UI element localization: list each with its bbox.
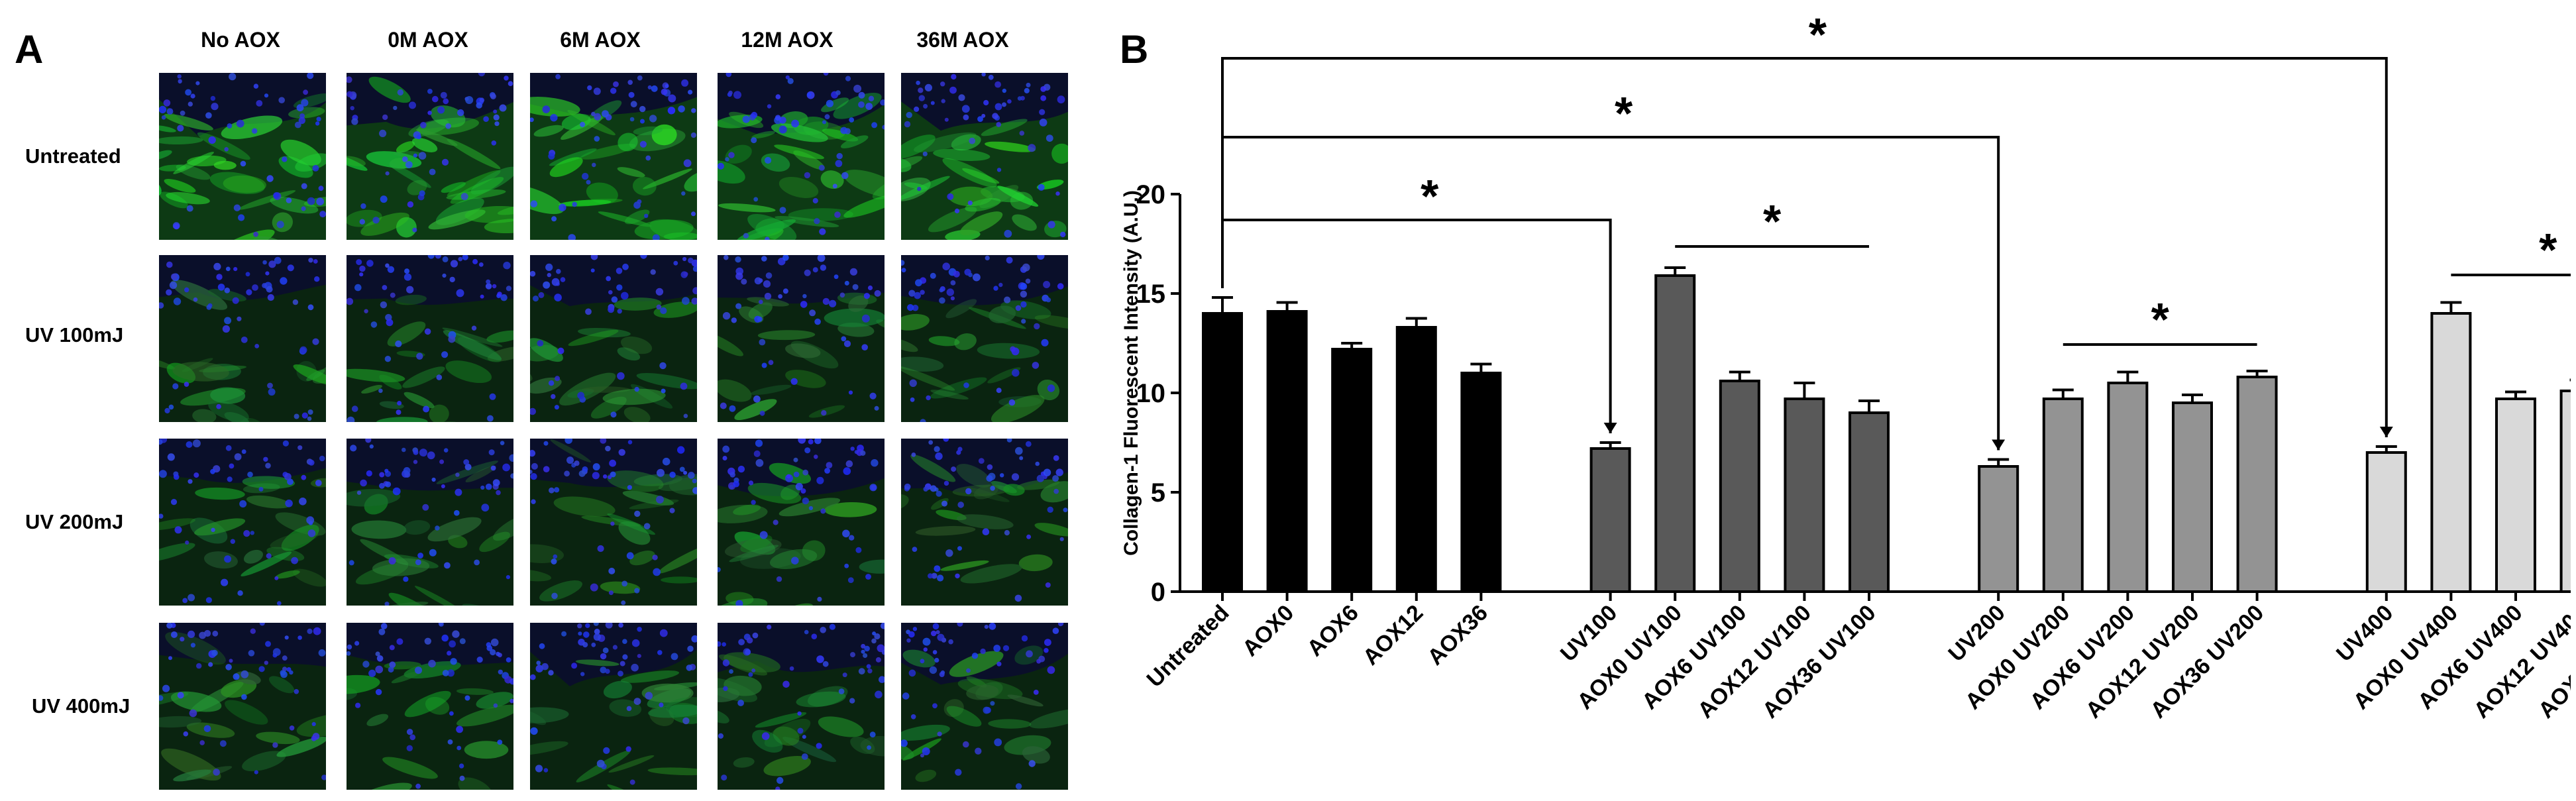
bar: [1719, 380, 1760, 593]
bar: [1849, 411, 1890, 593]
micrograph-image: [718, 73, 885, 240]
bar: [2042, 398, 2084, 593]
bar: [2365, 451, 2407, 593]
y-tick-label: 0: [1151, 578, 1165, 607]
panel-a-letter: A: [15, 27, 44, 72]
x-tick-label: AOX0: [1238, 600, 1299, 661]
micrograph-image: [901, 439, 1068, 606]
x-tick-label: AOX36 UV100: [1758, 600, 1881, 723]
bar: [1654, 274, 1696, 593]
significance-asterisk: *: [1615, 87, 1633, 139]
x-tick-label: AOX12 UV100: [1693, 600, 1816, 723]
micrograph-image: [159, 623, 326, 790]
micrograph-image: [347, 255, 513, 422]
y-tick-label: 15: [1136, 280, 1166, 309]
bracket-arrowhead: [1603, 423, 1617, 433]
micrograph-image: [530, 623, 697, 790]
column-label-no-aox: No AOX: [201, 28, 280, 52]
panel-b-letter: B: [1120, 27, 1149, 72]
bar: [1395, 326, 1437, 593]
bar: [1589, 447, 1631, 593]
micrograph-image: [901, 73, 1068, 240]
micrograph-image: [159, 439, 326, 606]
significance-asterisk: *: [2539, 224, 2557, 276]
bar: [2495, 398, 2536, 593]
bar: [1460, 372, 1502, 593]
micrograph-image: [718, 623, 885, 790]
bar: [1266, 310, 1308, 593]
bar: [1978, 465, 2019, 593]
row-label-uv-400mj: UV 400mJ: [32, 694, 131, 718]
bar: [2172, 401, 2213, 593]
row-label-uv-100mj: UV 100mJ: [25, 323, 124, 347]
micrograph-image: [718, 255, 885, 422]
bracket-arrowhead: [2379, 427, 2393, 437]
bar: [2559, 390, 2571, 593]
micrograph-image: [530, 73, 697, 240]
significance-asterisk: *: [1809, 9, 1827, 60]
row-label-uv-200mj: UV 200mJ: [25, 510, 124, 533]
y-tick-label: 10: [1136, 379, 1166, 408]
x-tick-label: Untreated: [1142, 600, 1234, 692]
y-tick-label: 5: [1151, 478, 1165, 507]
significance-asterisk: *: [2151, 294, 2170, 345]
column-label-12m-aox: 12M AOX: [741, 28, 833, 52]
column-label-0m-aox: 0M AOX: [388, 28, 468, 52]
x-tick-label: AOX12 UV200: [2081, 600, 2204, 723]
micrograph-image: [530, 255, 697, 422]
bracket-arrowhead: [1992, 439, 2006, 451]
significance-asterisk: *: [1763, 195, 1782, 247]
x-tick-label: AOX12: [1358, 600, 1428, 670]
micrograph-image: [347, 623, 513, 790]
bar: [1784, 398, 1825, 593]
micrograph-image: [901, 623, 1068, 790]
micrograph-image: [718, 439, 885, 606]
micrograph-image: [159, 73, 326, 240]
y-tick-label: 20: [1136, 180, 1166, 209]
micrograph-image: [530, 439, 697, 606]
y-axis-label: Collagen-1 Fluorescent Intensity (A.U.): [1120, 190, 1142, 556]
row-label-untreated: Untreated: [25, 144, 121, 168]
column-label-36m-aox: 36M AOX: [916, 28, 1009, 52]
column-label-6m-aox: 6M AOX: [560, 28, 641, 52]
x-tick-label: AOX36 UV200: [2145, 600, 2269, 723]
micrograph-image: [347, 73, 513, 240]
bar: [1202, 312, 1243, 593]
micrograph-image: [901, 255, 1068, 422]
x-tick-label: AOX6: [1303, 600, 1364, 661]
significance-asterisk: *: [1421, 170, 1439, 222]
x-tick-label: AOX36: [1422, 600, 1493, 670]
bar: [2430, 312, 2472, 593]
micrograph-image: [347, 439, 513, 606]
significance-bracket: [1221, 57, 2388, 437]
bar: [2236, 376, 2278, 593]
micrograph-image: [159, 255, 326, 422]
bar: [2107, 382, 2149, 593]
bar: [1331, 348, 1373, 593]
